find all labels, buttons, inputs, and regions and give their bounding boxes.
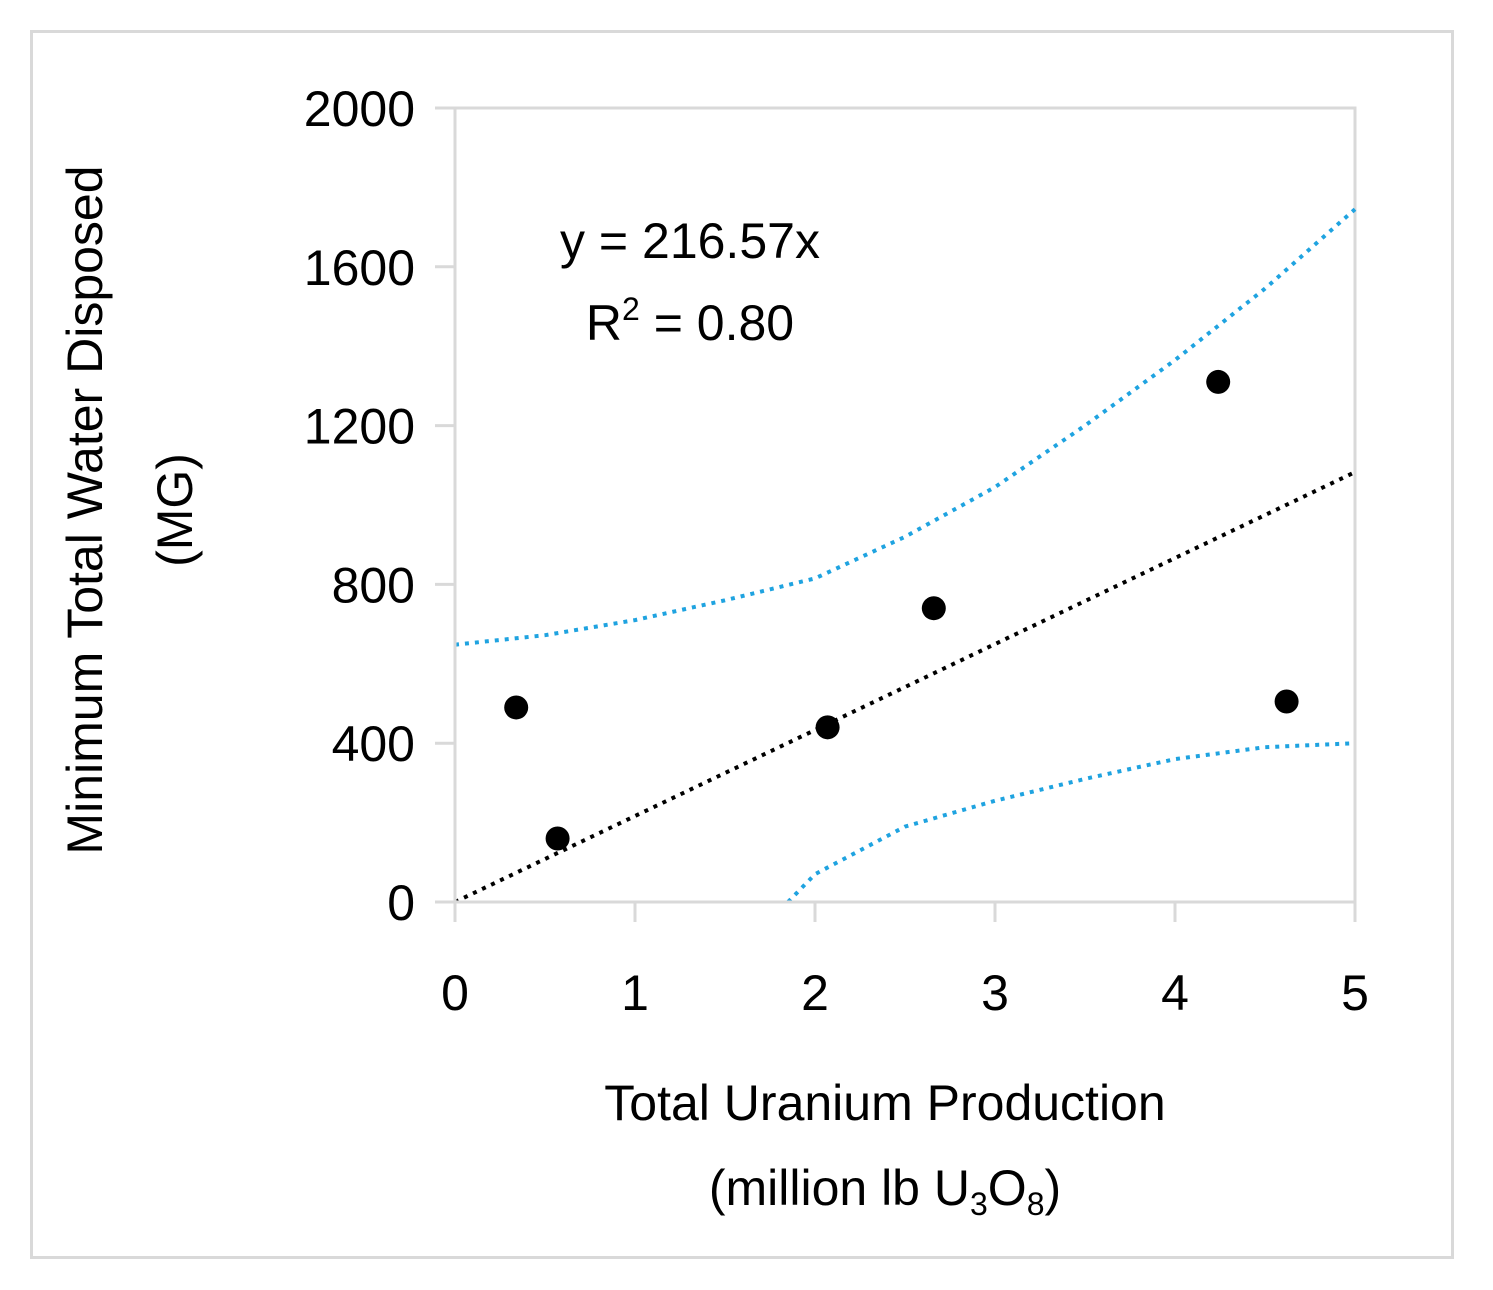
x-axis-title-mid: O [988, 1160, 1027, 1216]
y-tick-label: 0 [387, 875, 415, 931]
confidence-bands [454, 207, 1357, 904]
x-axis-title-sub2: 8 [1027, 1186, 1045, 1222]
x-axis-title-line1: Total Uranium Production [604, 1075, 1165, 1131]
data-point [1274, 689, 1299, 714]
data-point [504, 695, 529, 720]
y-tick-label: 400 [332, 716, 415, 772]
y-tick-label: 2000 [304, 81, 415, 137]
y-axis-title-line2: (MG) [147, 453, 203, 567]
upper-confidence-band [454, 207, 1357, 647]
data-point [1206, 369, 1231, 394]
axes: 0 400 800 1200 1600 2000 0 1 2 3 4 5 [304, 81, 1369, 1021]
x-tick-label: 2 [801, 965, 829, 1021]
linear-trendline [454, 470, 1356, 904]
r-squared-prefix: R [586, 295, 622, 351]
x-axis-title-suffix: ) [1045, 1160, 1062, 1216]
x-tick-label: 4 [1161, 965, 1189, 1021]
trendline-group [454, 470, 1356, 904]
x-tick-label: 1 [621, 965, 649, 1021]
data-point [815, 715, 840, 740]
y-tick-label: 800 [332, 557, 415, 613]
y-tick-label: 1600 [304, 240, 415, 296]
data-point [545, 826, 570, 851]
x-axis-title-prefix: (million lb U [709, 1160, 970, 1216]
r-squared-superscript: 2 [622, 291, 640, 327]
r-squared-suffix: = 0.80 [640, 295, 794, 351]
lower-confidence-band [786, 741, 1356, 904]
chart-frame [30, 30, 1454, 1259]
x-axis-title-line2: (million lb U3O8) [709, 1160, 1061, 1222]
x-tick-label: 3 [981, 965, 1009, 1021]
y-axis-title-line1: Minimum Total Water Disposed [57, 165, 113, 854]
x-tick-label: 5 [1341, 965, 1369, 1021]
x-axis-title-sub1: 3 [970, 1186, 988, 1222]
y-tick-label: 1200 [304, 399, 415, 455]
equation-label: y = 216.57x [560, 213, 820, 269]
x-tick-label: 0 [441, 965, 469, 1021]
r-squared-label: R2 = 0.80 [586, 291, 794, 351]
data-points [504, 369, 1299, 851]
data-point [921, 596, 946, 621]
